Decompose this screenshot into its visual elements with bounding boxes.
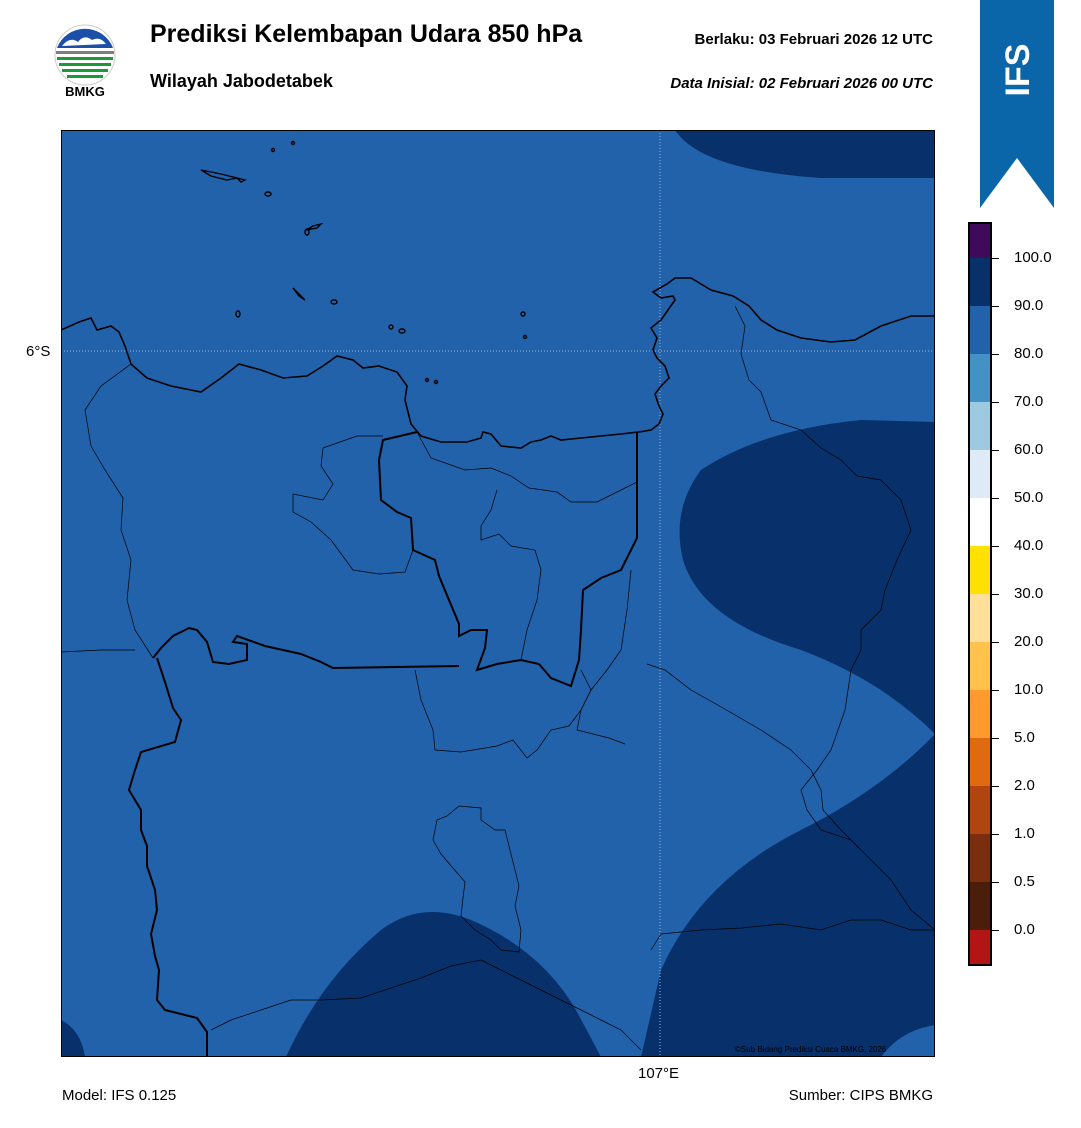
colorbar-tick — [992, 690, 999, 691]
colorbar — [968, 222, 992, 966]
colorbar-segments — [968, 222, 992, 966]
colorbar-label: 0.0 — [1014, 921, 1035, 938]
colorbar-segment — [968, 834, 992, 882]
coastline — [61, 277, 935, 449]
regency-boundaries — [61, 305, 935, 1051]
colorbar-tick — [992, 882, 999, 883]
init-time-label: Data Inisial: 02 Februari 2026 00 UTC — [670, 75, 933, 92]
colorbar-segment — [968, 498, 992, 546]
colorbar-label: 2.0 — [1014, 777, 1035, 794]
thousand-islands — [200, 140, 528, 385]
colorbar-segment — [968, 786, 992, 834]
colorbar-segment — [968, 402, 992, 450]
colorbar-label: 5.0 — [1014, 729, 1035, 746]
colorbar-label: 80.0 — [1014, 345, 1044, 362]
ifs-ribbon-text: IFS — [999, 44, 1037, 97]
logo-text: BMKG — [65, 84, 105, 99]
bmkg-logo — [50, 20, 120, 104]
colorbar-label: 20.0 — [1014, 633, 1044, 650]
colorbar-frame — [968, 222, 992, 966]
colorbar-label: 40.0 — [1014, 537, 1044, 554]
colorbar-label: 60.0 — [1014, 441, 1044, 458]
ifs-ribbon-label: IFS — [980, 30, 1054, 110]
band-90-100-east — [641, 420, 935, 1057]
colorbar-label: 50.0 — [1014, 489, 1044, 506]
band-90-100-top — [675, 130, 935, 178]
colorbar-segment — [968, 882, 992, 930]
band-90-100-south — [286, 912, 601, 1057]
province-boundary-banten-south — [127, 657, 208, 1057]
colorbar-label: 1.0 — [1014, 825, 1035, 842]
colorbar-label: 70.0 — [1014, 393, 1044, 410]
colorbar-segment — [968, 642, 992, 690]
colorbar-segment — [968, 354, 992, 402]
lat-tick-label: 6°S — [26, 343, 51, 360]
colorbar-tick — [992, 834, 999, 835]
province-boundary-jakarta — [377, 431, 638, 688]
colorbar-label: 90.0 — [1014, 297, 1044, 314]
colorbar-tick — [992, 738, 999, 739]
source-label: Sumber: CIPS BMKG — [788, 1087, 933, 1104]
colorbar-segment — [968, 690, 992, 738]
colorbar-label: 0.5 — [1014, 873, 1035, 890]
colorbar-segment — [968, 306, 992, 354]
humidity-map — [61, 130, 935, 1057]
model-label: Model: IFS 0.125 — [62, 1087, 177, 1104]
band-80-90-se — [881, 1025, 935, 1057]
valid-time-label: Berlaku: 03 Februari 2026 12 UTC — [694, 31, 933, 48]
colorbar-label: 10.0 — [1014, 681, 1044, 698]
colorbar-segment — [968, 738, 992, 786]
colorbar-segment — [968, 594, 992, 642]
page-title: Prediksi Kelembapan Udara 850 hPa — [150, 20, 583, 48]
colorbar-segment — [968, 930, 992, 966]
province-boundary-banten-north — [152, 626, 460, 670]
colorbar-segment — [968, 450, 992, 498]
colorbar-label: 30.0 — [1014, 585, 1044, 602]
colorbar-label: 100.0 — [1014, 249, 1052, 266]
colorbar-segment — [968, 222, 992, 258]
colorbar-tick — [992, 402, 999, 403]
colorbar-tick — [992, 306, 999, 307]
band-90-100-sw — [61, 1020, 85, 1057]
page-subtitle: Wilayah Jabodetabek — [150, 71, 333, 91]
colorbar-tick — [992, 258, 999, 259]
map-copyright: ©Sub Bidang Prediksi Cuaca BMKG, 2026 — [735, 1045, 887, 1054]
colorbar-segment — [968, 258, 992, 306]
colorbar-tick — [992, 354, 999, 355]
ifs-ribbon — [980, 0, 1054, 208]
lon-tick-label: 107°E — [638, 1065, 680, 1082]
colorbar-tick — [992, 930, 999, 931]
bmkg-logo-icon — [54, 24, 116, 86]
colorbar-tick — [992, 450, 999, 451]
colorbar-tick — [992, 594, 999, 595]
colorbar-tick — [992, 786, 999, 787]
colorbar-tick — [992, 642, 999, 643]
colorbar-tick — [992, 546, 999, 547]
colorbar-tick — [992, 498, 999, 499]
colorbar-segment — [968, 546, 992, 594]
